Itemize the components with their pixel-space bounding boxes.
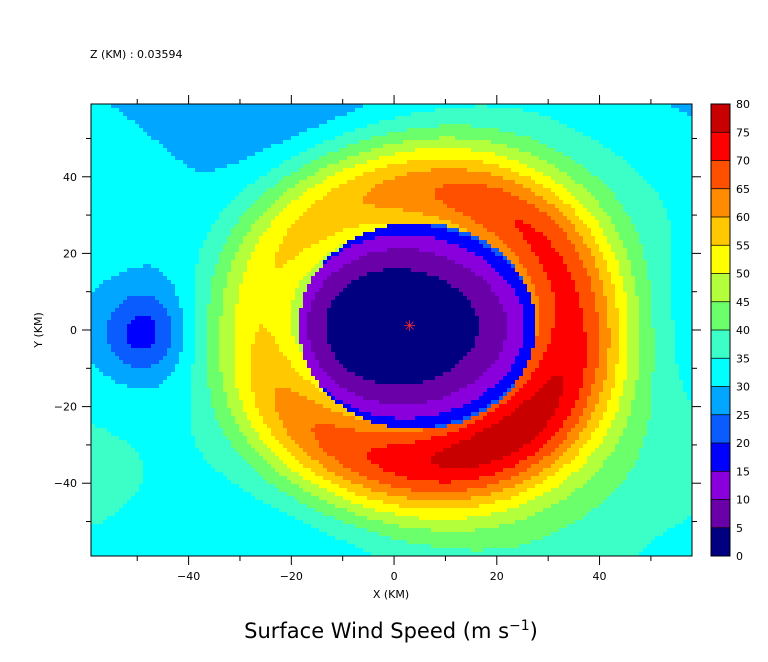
colorbar-label: 55 [736, 239, 750, 252]
colorbar-label: 50 [736, 268, 750, 281]
x-tick-label: −40 [177, 570, 200, 583]
x-axis-label: X (KM) [373, 588, 409, 601]
colorbar-label: 65 [736, 183, 750, 196]
x-tick-label: 0 [391, 570, 398, 583]
colorbar-swatch [711, 499, 730, 528]
chart-title-superscript: −1 [509, 618, 530, 634]
colorbar-swatch [711, 414, 730, 443]
colorbar-label: 75 [736, 126, 750, 139]
chart-title-close: ) [530, 619, 538, 643]
colorbar-swatch [711, 527, 730, 556]
colorbar-label: 70 [736, 155, 750, 168]
chart-title-main: Surface Wind Speed (m s [244, 619, 509, 643]
x-tick-label: 20 [490, 570, 504, 583]
x-tick-labels: −40 −20 0 20 40 [177, 570, 607, 583]
colorbar-swatch [711, 132, 730, 161]
colorbar-swatch [711, 386, 730, 415]
chart-title: Surface Wind Speed (m s−1) [244, 618, 538, 643]
colorbar-swatch [711, 104, 730, 133]
colorbar-swatch [711, 471, 730, 500]
colorbar-swatch [711, 245, 730, 274]
colorbar-swatch [711, 330, 730, 359]
colorbar-swatch [711, 160, 730, 189]
colorbar-swatch [711, 443, 730, 472]
y-tick-label: 20 [63, 247, 77, 260]
plot-area: ✳ [82, 95, 701, 565]
storm-center-marker: ✳ [403, 317, 416, 335]
colorbar-swatch [711, 217, 730, 246]
y-tick-label: −40 [54, 477, 77, 490]
x-tick-label: −20 [280, 570, 303, 583]
colorbar-swatch [711, 188, 730, 217]
colorbar-label: 5 [736, 522, 743, 535]
x-tick-label: 40 [593, 570, 607, 583]
colorbar-swatch [711, 358, 730, 387]
colorbar-label: 20 [736, 437, 750, 450]
colorbar-label: 80 [736, 98, 750, 111]
colorbar-swatch [711, 273, 730, 302]
colorbar-label: 15 [736, 465, 750, 478]
z-level-label: Z (KM) : 0.03594 [90, 48, 183, 61]
y-tick-labels: −40 −20 0 20 40 [54, 171, 77, 490]
colorbar-label: 40 [736, 324, 750, 337]
y-tick-label: 0 [70, 324, 77, 337]
colorbar-label: 10 [736, 494, 750, 507]
colorbar-label: 30 [736, 381, 750, 394]
colorbar: 0 5 10 15 20 25 30 35 40 45 50 55 60 65 70 75 80 [710, 98, 750, 563]
colorbar-label: 35 [736, 352, 750, 365]
axis-ticks [82, 95, 701, 565]
y-axis-label: Y (KM) [32, 312, 45, 349]
colorbar-label: 25 [736, 409, 750, 422]
colorbar-label: 0 [736, 550, 743, 563]
colorbar-label: 60 [736, 211, 750, 224]
colorbar-swatch [711, 301, 730, 330]
colorbar-label: 45 [736, 296, 750, 309]
y-tick-label: −20 [54, 401, 77, 414]
wind-speed-contour-field [91, 104, 692, 556]
y-tick-label: 40 [63, 171, 77, 184]
